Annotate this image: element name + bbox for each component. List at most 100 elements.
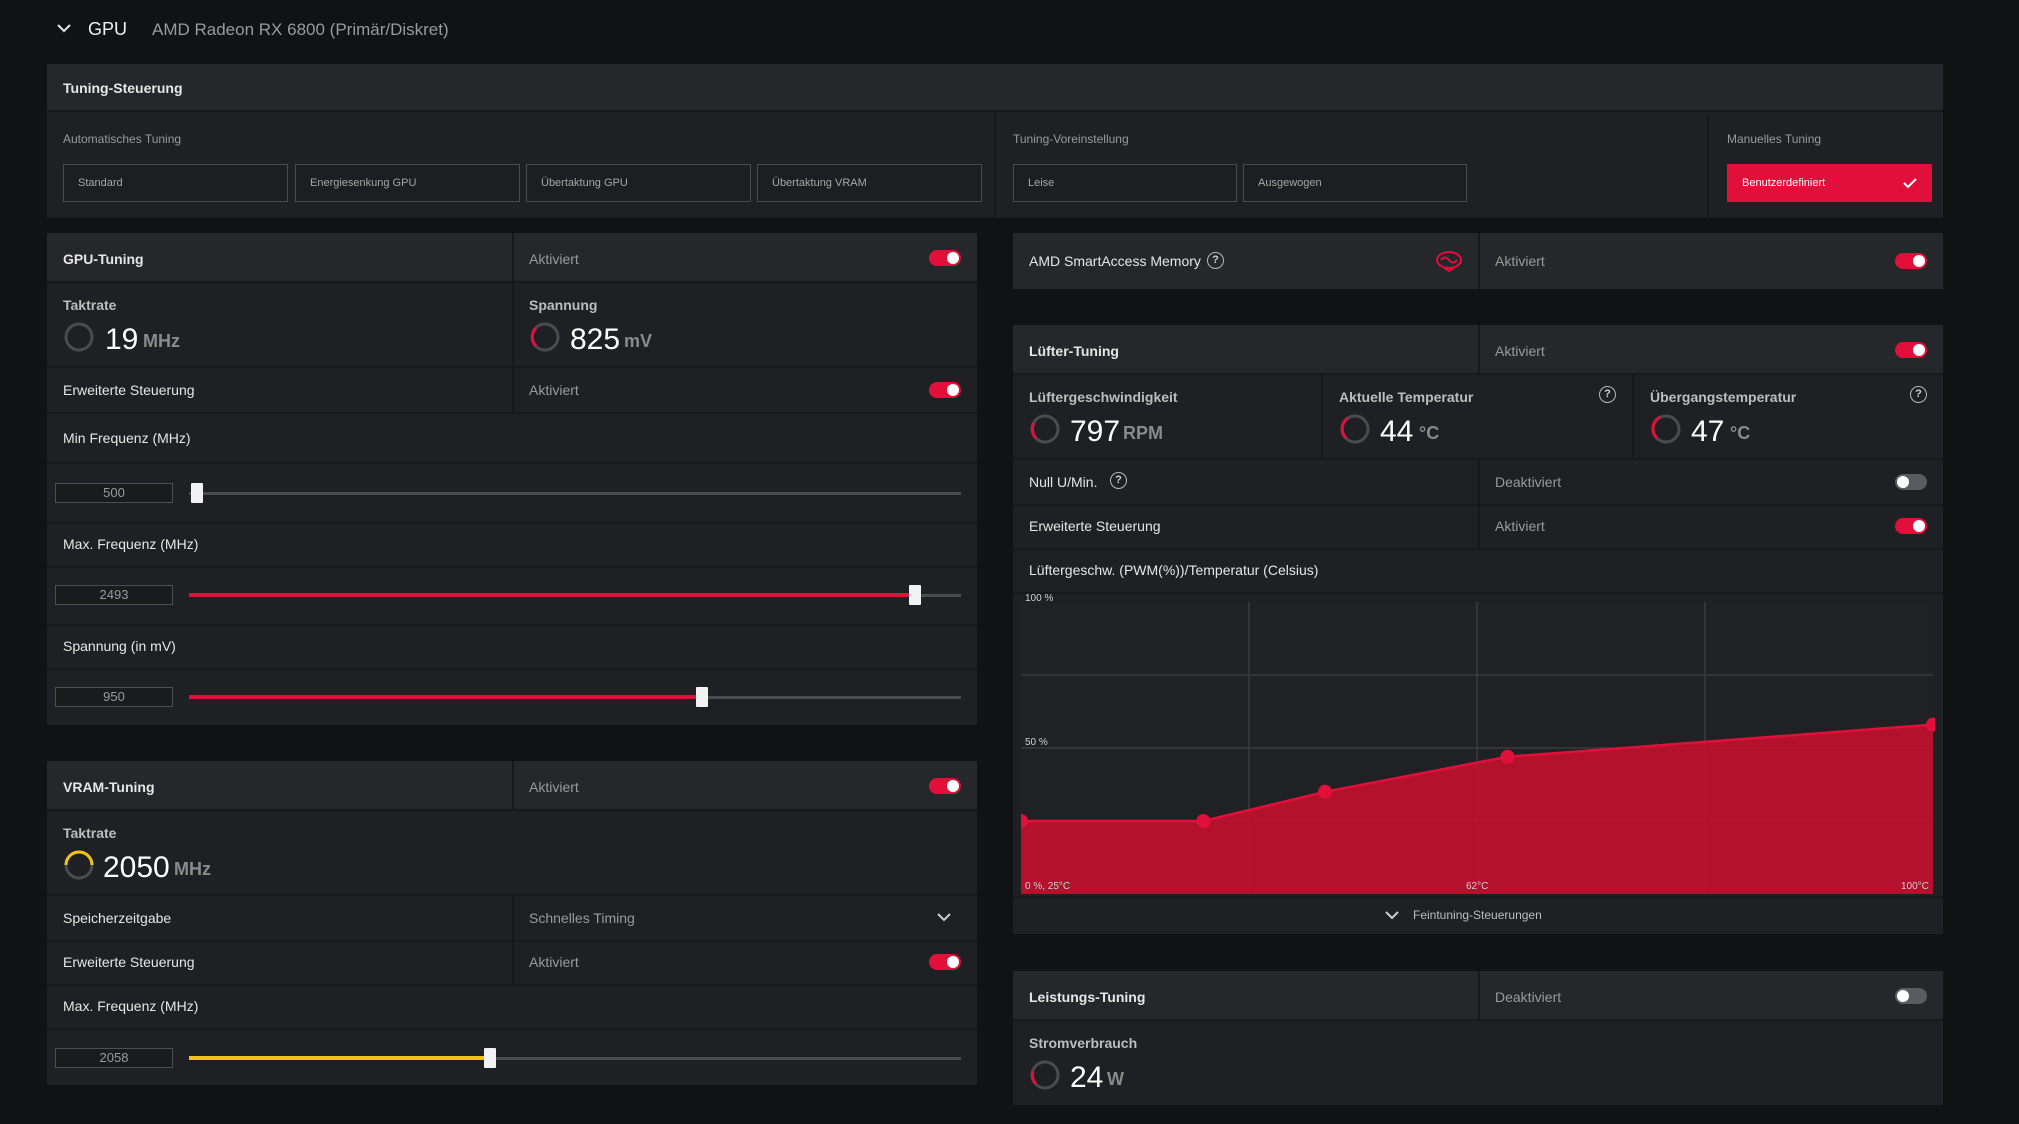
fan-curve-chart[interactable] [1021, 594, 1935, 904]
chart-origin-label: 0 %, 25°C [1025, 881, 1071, 892]
checkmark-icon [1903, 178, 1917, 189]
vram-clock-gauge-icon [64, 850, 94, 880]
current-temp-unit: °C [1419, 423, 1440, 443]
gpu-voltage-gauge-icon [530, 322, 560, 352]
device-name: AMD Radeon RX 6800 (Primär/Diskret) [152, 20, 449, 39]
junction-temp-label: Übergangstemperatur [1650, 389, 1797, 405]
preset-overclock-vram-button[interactable]: Übertaktung VRAM [757, 164, 982, 202]
vram-tuning-panel: VRAM-Tuning Aktiviert Taktrate 2050 MHz … [47, 761, 977, 1085]
gpu-clock-label: Taktrate [63, 297, 117, 313]
fan-tuning-toggle[interactable] [1895, 342, 1927, 358]
vram-advanced-status: Aktiviert [529, 954, 579, 970]
current-temp-label: Aktuelle Temperatur [1339, 389, 1474, 405]
zero-rpm-label: Null U/Min. [1029, 474, 1098, 490]
vram-clock-label: Taktrate [63, 825, 117, 841]
voltage-ctrl-input[interactable]: 950 [55, 687, 173, 707]
fan-speed-value: 797 [1070, 415, 1121, 448]
manual-tuning-label: Manuelles Tuning [1727, 132, 1822, 146]
gpu-tuning-toggle[interactable] [929, 250, 961, 266]
fan-speed-unit: RPM [1123, 423, 1163, 443]
zero-rpm-help-icon[interactable]: ? [1110, 472, 1127, 489]
fan-tuning-status: Aktiviert [1495, 343, 1545, 359]
smart-access-help-icon[interactable]: ? [1207, 252, 1224, 269]
voltage-ctrl-slider-thumb[interactable] [696, 687, 709, 707]
gpu-tuning-title: GPU-Tuning [63, 251, 144, 267]
current-temp-help-icon[interactable]: ? [1599, 386, 1616, 403]
power-value: 24 [1070, 1061, 1104, 1094]
preset-custom-label: Benutzerdefiniert [1742, 177, 1826, 189]
gpu-tuning-status: Aktiviert [529, 251, 579, 267]
gpu-voltage-unit: mV [624, 331, 653, 351]
gpu-advanced-toggle[interactable] [929, 382, 961, 398]
gpu-clock-unit: MHz [143, 331, 180, 351]
memory-timing-label: Speicherzeitgabe [63, 910, 172, 926]
smart-access-title: AMD SmartAccess Memory [1029, 253, 1201, 269]
fan-advanced-toggle[interactable] [1895, 518, 1927, 534]
chart-x-end-label: 100°C [1901, 881, 1929, 892]
smart-access-brain-icon [1436, 251, 1462, 273]
max-freq-input[interactable]: 2493 [55, 585, 173, 605]
vram-advanced-label: Erweiterte Steuerung [63, 954, 195, 970]
fan-curve-point[interactable] [1926, 717, 1935, 732]
memory-timing-dropdown[interactable]: Schnelles Timing [513, 896, 977, 940]
chart-y-top-label: 100 % [1025, 593, 1054, 604]
current-temp-gauge-icon [1340, 414, 1370, 444]
zero-rpm-toggle[interactable] [1895, 474, 1927, 490]
min-freq-slider-thumb[interactable] [190, 483, 203, 503]
power-tuning-toggle[interactable] [1895, 988, 1927, 1004]
tuning-control-title: Tuning-Steuerung [63, 80, 183, 96]
smart-access-panel: AMD SmartAccess Memory ? Aktiviert [1013, 233, 1943, 289]
preset-standard-button[interactable]: Standard [63, 164, 288, 202]
gpu-tuning-panel: GPU-Tuning Aktiviert Taktrate 19 MHz Spa… [47, 233, 977, 725]
chevron-down-icon [937, 913, 951, 922]
junction-temp-gauge-icon [1651, 414, 1681, 444]
vram-max-freq-input[interactable]: 2058 [55, 1048, 173, 1068]
current-temp-value: 44 [1380, 415, 1414, 448]
fan-tuning-panel: Lüfter-Tuning Aktiviert Lüftergeschwindi… [1013, 325, 1943, 934]
vram-tuning-toggle[interactable] [929, 778, 961, 794]
fan-curve-point[interactable] [1021, 814, 1028, 828]
tuning-preset-label: Tuning-Voreinstellung [1013, 132, 1129, 146]
fan-curve-title: Lüftergeschw. (PWM(%))/Temperatur (Celsi… [1029, 562, 1319, 578]
fan-advanced-status: Aktiviert [1495, 518, 1545, 534]
gpu-clock-gauge-icon [64, 322, 94, 352]
gpu-voltage-label: Spannung [529, 297, 598, 313]
max-freq-label: Max. Frequenz (MHz) [63, 536, 199, 552]
fan-curve-point[interactable] [1196, 814, 1211, 828]
vram-max-freq-slider-fill [189, 1056, 491, 1060]
preset-overclock-gpu-button[interactable]: Übertaktung GPU [526, 164, 751, 202]
power-consumption-label: Stromverbrauch [1029, 1035, 1138, 1051]
preset-power-saving-button[interactable]: Energiesenkung GPU [295, 164, 520, 202]
preset-balanced-button[interactable]: Ausgewogen [1243, 164, 1467, 202]
power-unit: W [1107, 1069, 1124, 1089]
min-freq-input[interactable]: 500 [55, 483, 173, 503]
preset-quiet-button[interactable]: Leise [1013, 164, 1237, 202]
chevron-down-icon [1385, 911, 1399, 920]
fine-tuning-toggle[interactable]: Feintuning-Steuerungen [1373, 900, 1613, 930]
max-freq-slider-thumb[interactable] [908, 585, 921, 605]
fan-curve-point[interactable] [1318, 784, 1332, 799]
power-tuning-status: Deaktiviert [1495, 989, 1562, 1005]
voltage-ctrl-label: Spannung (in mV) [63, 638, 176, 654]
gpu-voltage-value: 825 [570, 323, 621, 356]
tuning-control-panel: Tuning-Steuerung Automatisches Tuning St… [47, 64, 1943, 218]
smart-access-toggle[interactable] [1895, 253, 1927, 269]
power-gauge-icon [1030, 1060, 1060, 1090]
memory-timing-value: Schnelles Timing [529, 910, 635, 926]
auto-tuning-label: Automatisches Tuning [63, 132, 182, 146]
collapse-chevron-icon[interactable] [56, 20, 72, 36]
vram-advanced-toggle[interactable] [929, 954, 961, 970]
fan-curve-point[interactable] [1500, 749, 1515, 764]
min-freq-label: Min Frequenz (MHz) [63, 430, 191, 446]
preset-custom-button[interactable]: Benutzerdefiniert [1727, 164, 1932, 202]
vram-max-freq-label: Max. Frequenz (MHz) [63, 998, 199, 1014]
vram-max-freq-slider-thumb[interactable] [484, 1048, 497, 1068]
gpu-advanced-label: Erweiterte Steuerung [63, 382, 195, 398]
fan-curve-area [1021, 724, 1933, 894]
gpu-advanced-status: Aktiviert [529, 382, 579, 398]
junction-temp-help-icon[interactable]: ? [1910, 386, 1927, 403]
fan-advanced-label: Erweiterte Steuerung [1029, 518, 1161, 534]
power-tuning-panel: Leistungs-Tuning Deaktiviert Stromverbra… [1013, 971, 1943, 1105]
vram-tuning-title: VRAM-Tuning [63, 779, 155, 795]
fine-tuning-label: Feintuning-Steuerungen [1413, 908, 1542, 922]
